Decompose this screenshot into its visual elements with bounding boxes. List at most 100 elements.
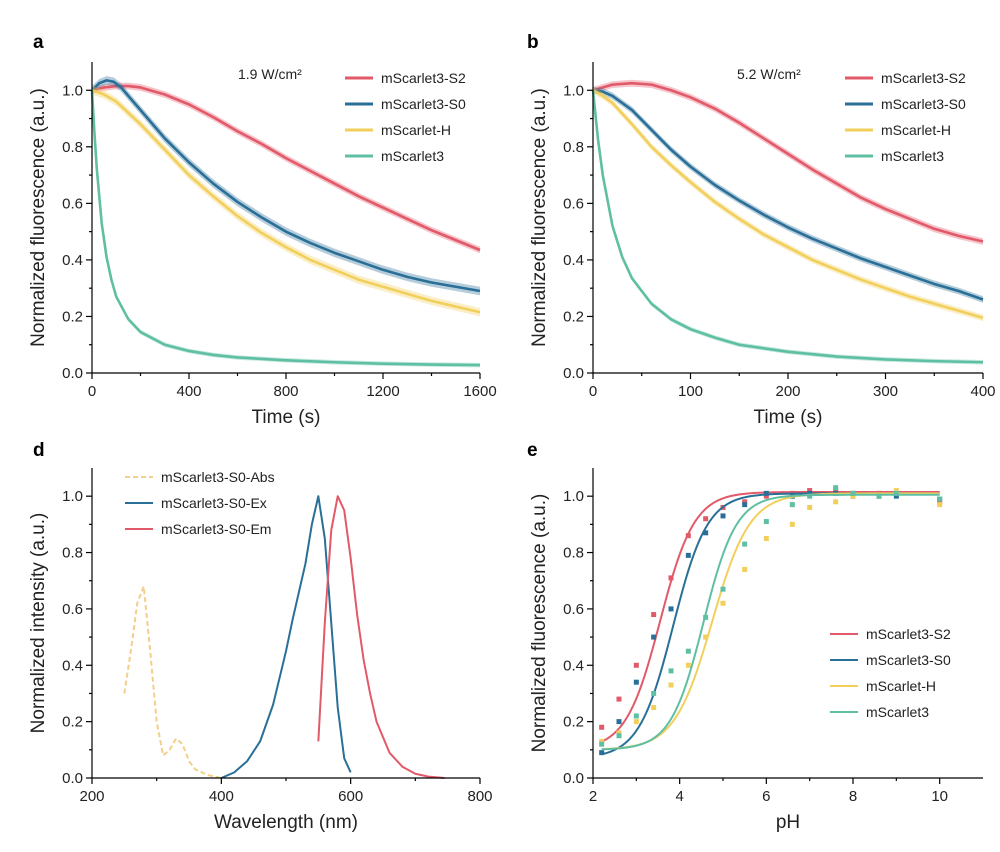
point-mscarlet3-s0 xyxy=(807,490,813,496)
point-mscarlet-h xyxy=(616,730,622,736)
point-mscarlet3-s0 xyxy=(763,490,769,496)
line-mscarlet-h xyxy=(592,89,984,320)
point-mscarlet3-s0 xyxy=(720,513,726,519)
legend-e: mScarlet3-S2 mScarlet3-S0 mScarlet-H mScarl… xyxy=(830,626,951,720)
legend-label: mScarlet3 xyxy=(866,704,929,720)
point-mscarlet-h xyxy=(893,488,899,494)
y-tick-label: 0.6 xyxy=(62,601,83,618)
panel-letter-a: a xyxy=(33,32,44,53)
y-tick-label: 0.4 xyxy=(62,657,83,674)
x-tick-label: 2 xyxy=(589,788,597,805)
line-mscarlet3-s0-ex xyxy=(220,495,352,779)
point-mscarlet3-s2 xyxy=(833,488,839,494)
x-tick-label: 10 xyxy=(931,788,948,805)
point-mscarlet3-s0 xyxy=(668,606,674,612)
point-mscarlet3-s2 xyxy=(685,533,691,539)
point-mscarlet-h xyxy=(850,493,856,499)
point-mscarlet3-s2 xyxy=(633,662,639,668)
x-tick-label: 8 xyxy=(849,788,857,805)
point-mscarlet-h xyxy=(742,566,748,572)
panel-b: b 0 100 200 300 400 0.0 0.2 0.4 0.6 0.8 1.0 Time (s)… xyxy=(527,32,996,428)
y-tick-label: 0.6 xyxy=(62,195,83,212)
line-mscarlet3-s2 xyxy=(592,81,984,243)
intensity-annotation: 1.9 W/cm² xyxy=(238,66,302,82)
x-axis-label: Time (s) xyxy=(252,407,321,428)
legend-label: mScarlet3-S0-Ex xyxy=(161,495,267,511)
point-mscarlet-h xyxy=(668,682,674,688)
y-axis-label: Normalized fluorescence (a.u.) xyxy=(529,88,550,347)
axes-d xyxy=(91,468,480,779)
legend-label: mScarlet3-S2 xyxy=(381,70,466,86)
line-mscarlet3 xyxy=(90,90,481,367)
point-mscarlet3 xyxy=(789,502,795,508)
point-mscarlet3 xyxy=(651,690,657,696)
legend-label: mScarlet3-S2 xyxy=(866,626,951,642)
x-tick-label: 800 xyxy=(467,788,492,805)
panel-d: d 200 400 600 800 0.0 0.2 0.4 0.6 0.8 1.0 Wavelengt… xyxy=(28,440,493,833)
legend-label: mScarlet3-S0 xyxy=(866,652,951,668)
point-mscarlet-h xyxy=(685,662,691,668)
y-tick-label: 0.8 xyxy=(62,545,83,562)
y-axis-label: Normalized fluorescence (a.u.) xyxy=(28,88,49,347)
panel-letter-d: d xyxy=(33,440,45,461)
x-tick-label: 400 xyxy=(209,788,234,805)
legend-label: mScarlet3 xyxy=(381,148,444,164)
legend-label: mScarlet3-S2 xyxy=(881,70,966,86)
legend-label: mScarlet-H xyxy=(866,678,936,694)
y-tick-label: 0.0 xyxy=(563,365,584,382)
point-mscarlet-h xyxy=(763,535,769,541)
series-group xyxy=(90,76,481,368)
point-mscarlet3 xyxy=(937,496,943,502)
fit-line-mscarlet3-s2 xyxy=(601,490,940,743)
panel-letter-b: b xyxy=(527,32,539,53)
point-mscarlet3 xyxy=(685,648,691,654)
y-tick-label: 0.0 xyxy=(62,770,83,787)
point-mscarlet3-s2 xyxy=(616,696,622,702)
point-mscarlet3-s2 xyxy=(742,499,748,505)
intensity-annotation: 5.2 W/cm² xyxy=(737,66,801,82)
x-axis-label: Time (s) xyxy=(754,407,823,428)
point-mscarlet3 xyxy=(616,733,622,739)
point-mscarlet3 xyxy=(720,586,726,592)
y-tick-label: 0.2 xyxy=(563,308,584,325)
x-tick-label: 1200 xyxy=(366,383,399,400)
point-mscarlet3-s2 xyxy=(703,516,709,522)
x-tick-label: 0 xyxy=(589,383,597,400)
line-mscarlet3-s2 xyxy=(91,84,481,252)
y-tick-label: 0.4 xyxy=(62,252,83,269)
y-tick-label: 0.8 xyxy=(62,139,83,156)
point-mscarlet3 xyxy=(742,541,748,547)
point-mscarlet3-s0 xyxy=(685,552,691,558)
point-mscarlet3 xyxy=(599,741,605,747)
point-mscarlet3-s2 xyxy=(599,724,605,730)
x-tick-label: 300 xyxy=(873,383,898,400)
line-mscarlet3 xyxy=(591,90,984,364)
point-mscarlet-h xyxy=(599,738,605,744)
x-tick-label: 400 xyxy=(176,383,201,400)
x-tick-label: 800 xyxy=(273,383,298,400)
legend-label: mScarlet3 xyxy=(881,148,944,164)
point-mscarlet3-s0 xyxy=(633,679,639,685)
point-mscarlet-h xyxy=(807,504,813,510)
fit-line-mscarlet3 xyxy=(601,493,940,751)
band-mscarlet3-s2 xyxy=(593,79,983,245)
point-mscarlet-h xyxy=(651,705,657,711)
x-tick-label: 400 xyxy=(970,383,995,400)
panel-letter-e: e xyxy=(527,440,538,461)
x-tick-label: 100 xyxy=(678,383,703,400)
point-mscarlet-h xyxy=(937,502,943,508)
panel-e: e 2 4 6 8 10 0.0 0.2 0.4 0.6 0.8 1.0 pH Normalized fl… xyxy=(527,440,983,833)
legend-label: mScarlet3-S0-Abs xyxy=(161,469,275,485)
y-tick-label: 0.8 xyxy=(563,139,584,156)
x-tick-label: 0 xyxy=(88,383,96,400)
y-tick-label: 1.0 xyxy=(62,488,83,505)
series-group xyxy=(591,79,984,365)
legend-d: mScarlet3-S0-Abs mScarlet3-S0-Ex mScarlet3… xyxy=(125,469,275,537)
point-mscarlet3 xyxy=(876,493,882,499)
y-tick-label: 0.6 xyxy=(563,601,584,618)
x-tick-label: 6 xyxy=(762,788,770,805)
point-mscarlet-h xyxy=(833,499,839,505)
point-mscarlet-h xyxy=(720,600,726,606)
point-mscarlet3-s0 xyxy=(616,719,622,725)
